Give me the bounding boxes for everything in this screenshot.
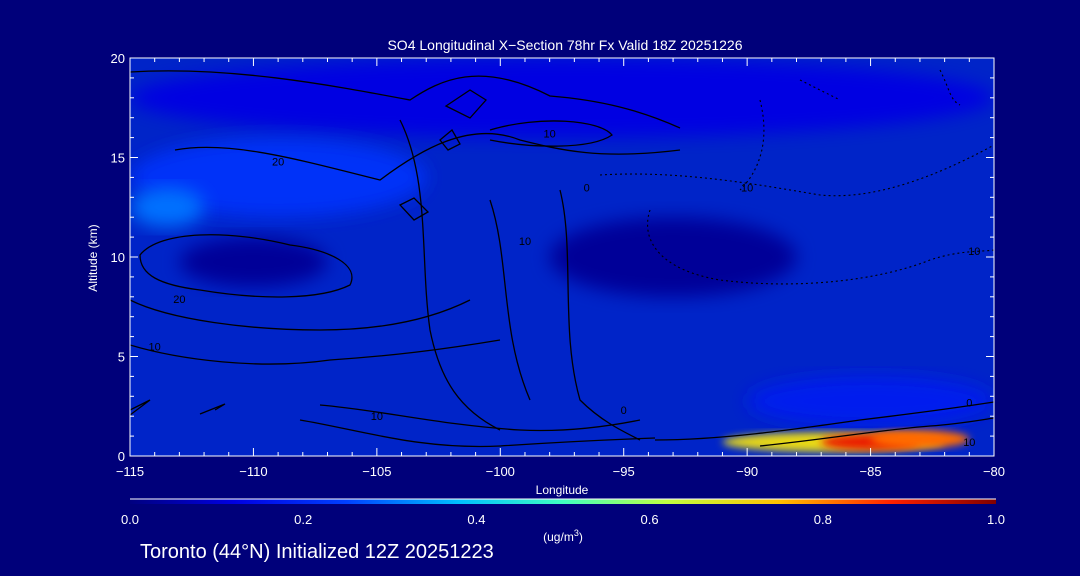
y-axis-label: Altitude (km) [86,224,100,291]
contour-labels: 10 20 0 10 10 20 10 10 0 0 10 10 [149,129,981,449]
contour-line [130,399,151,416]
contour-line [559,189,641,441]
contour-line [439,129,461,151]
contour-line [174,132,681,181]
colorbar-tick-label: 1.0 [987,512,1005,527]
footer-info: Toronto (44°N) Initialized 12Z 20251223 [140,541,494,563]
contour-label: 10 [149,342,161,354]
field-region [747,376,994,427]
colorbar-tick-label: 0.2 [294,512,312,527]
contour-line [130,70,681,129]
y-tick-label: 15 [111,151,125,166]
y-tick-label: 20 [111,51,125,66]
contour-lines [130,70,994,448]
contour-label: 20 [173,294,185,306]
contour-line [399,119,501,431]
field-region [130,58,994,138]
chart-title: SO4 Longitudinal X−Section 78hr Fx Valid… [387,37,742,53]
colorbar: 0.0 0.2 0.4 0.6 0.8 1.0 (ug/m3) [121,498,1005,544]
contour-line [489,199,531,401]
x-tick-label: −105 [362,464,391,479]
colorbar-gradient [130,499,996,504]
x-tick-label: −100 [486,464,515,479]
contour-line [199,403,226,415]
y-tick-label: 10 [111,250,125,265]
contour-line [759,417,994,447]
colorbar-units-sup: 3 [574,528,579,538]
contour-line [489,120,613,147]
colorbar-tick-label: 0.4 [467,512,485,527]
contour-line [646,209,994,285]
dotted-contour-lines [599,69,994,285]
contour-label: 10 [544,129,556,141]
contour-label: 10 [371,411,383,423]
contour-line [130,339,501,365]
x-tick-label: −110 [239,464,267,479]
contour-line [939,69,961,106]
colorbar-tick-label: 0.6 [641,512,659,527]
y-tick-label: 0 [118,449,125,464]
contour-label: 20 [272,156,284,168]
contour-label: 10 [741,182,753,194]
contour-label: 10 [963,437,975,449]
plot-area: 10 20 0 10 10 20 10 10 0 0 10 10 [129,57,995,457]
contour-label: 10 [519,236,531,248]
y-tick-label: 5 [118,350,125,365]
contour-line [299,419,656,448]
contour-line [319,404,641,432]
concentration-field [130,58,994,453]
contour-line [444,89,487,119]
contour-line [139,234,353,298]
colorbar-units-close: ) [579,530,583,544]
contour-line [599,144,994,197]
colorbar-tick-label: 0.0 [121,512,139,527]
x-tick-label: −90 [736,464,758,479]
colorbar-units-text: (ug/m [543,530,574,544]
contour-label: 0 [621,405,627,417]
field-region [549,217,797,297]
field-region [130,137,427,218]
x-tick-label: −95 [613,464,635,479]
x-tick-label: −115 [116,464,144,479]
x-tick-label: −85 [860,464,882,479]
colorbar-tick-label: 0.8 [814,512,832,527]
x-tick-label: −80 [983,464,1005,479]
x-axis-label: Longitude [536,483,589,497]
contour-line [654,401,994,441]
colorbar-units: (ug/m3) [543,528,583,544]
contour-label: 10 [968,246,980,258]
y-axis: 0 5 10 15 20 [111,51,994,464]
contour-line [799,79,841,101]
field-region [179,237,328,287]
contour-label: 0 [966,397,972,409]
field-region [130,187,205,228]
colorbar-ticks: 0.0 0.2 0.4 0.6 0.8 1.0 [121,512,1005,527]
contour-label: 0 [584,182,590,194]
contour-line [398,197,430,221]
x-axis: −115 −110 −105 −100 −95 −90 −85 −80 [116,58,1005,479]
field-region [870,430,970,449]
